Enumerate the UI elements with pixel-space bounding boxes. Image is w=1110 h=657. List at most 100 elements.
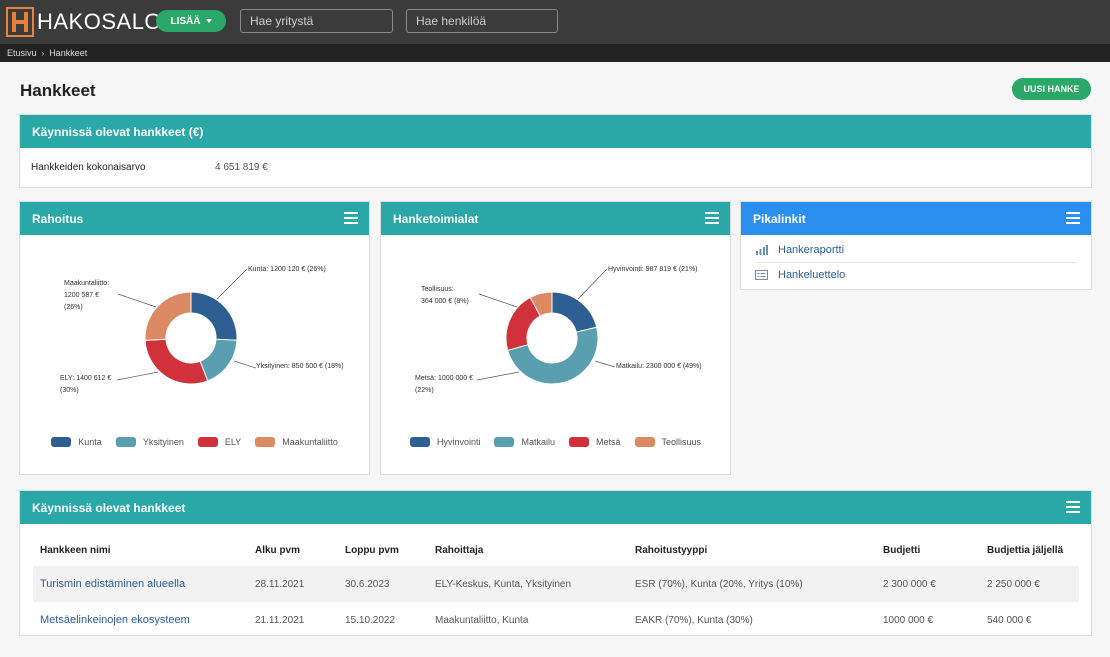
person-search-input[interactable] [406, 9, 558, 33]
teollisuus-callout-line1: Teollisuus: [421, 286, 454, 293]
legend-swatch [568, 437, 589, 447]
quicklinks-panel: Pikalinkit Hankeraportti Hankeluettelo [740, 201, 1092, 290]
new-project-button[interactable]: UUSI HANKE [1012, 78, 1091, 100]
legend-item-ely[interactable]: ELY [197, 437, 242, 447]
table-row[interactable]: Turismin edistäminen alueella 28.11.2021… [33, 566, 1079, 602]
legend-item-yksityinen[interactable]: Yksityinen [115, 437, 184, 447]
legend-label: Teollisuus [661, 437, 702, 447]
industries-panel-header: Hanketoimialat [381, 202, 730, 235]
bar-chart-icon [756, 244, 768, 255]
column-header[interactable]: Alku pvm [255, 544, 301, 556]
legend-item-kunta[interactable]: Kunta [51, 437, 102, 447]
industries-chart: Hyvinvointi: 987 819 € (21%) Matkailu: 2… [381, 235, 730, 474]
project-name-link[interactable]: Turismin edistäminen alueella [33, 566, 248, 602]
budget-remaining: 2 250 000 € [980, 566, 1079, 602]
legend-swatch [115, 437, 136, 447]
column-header[interactable]: Rahoittaja [435, 544, 484, 556]
maakuntaliitto-callout-line3: (26%) [64, 304, 83, 311]
legend-swatch [255, 437, 276, 447]
funding-menu-icon[interactable] [344, 212, 358, 224]
page-title: Hankkeet [20, 81, 96, 100]
legend-swatch [634, 437, 655, 447]
column-header[interactable]: Budjettia jäljellä [987, 544, 1064, 556]
industries-panel-title: Hanketoimialat [393, 211, 479, 226]
breadcrumb-chevron-icon: › [41, 48, 45, 58]
donut-slice-hyvinvointi[interactable] [551, 291, 598, 333]
projects-panel: Käynnissä olevat hankkeet Hankkeen nimi … [19, 490, 1092, 636]
legend-swatch [409, 437, 430, 447]
hyvinvointi-callout: Hyvinvointi: 987 819 € (21%) [608, 266, 698, 273]
project-name-link[interactable]: Metsäelinkeinojen ekosysteem [40, 614, 190, 626]
legend-item-metsa[interactable]: Metsä [568, 437, 621, 447]
funder: ELY-Keskus, Kunta, Yksityinen [428, 566, 628, 602]
legend-label: Metsä [595, 437, 621, 447]
summary-panel-header: Käynnissä olevat hankkeet (€) [20, 115, 1091, 148]
industries-menu-icon[interactable] [705, 212, 719, 224]
funding-panel-title: Rahoitus [32, 211, 84, 226]
quicklinks-menu-icon[interactable] [1066, 212, 1080, 224]
funding-legend: Kunta Yksityinen ELY Maakuntaliitto [20, 437, 369, 447]
quicklink-hankeluettelo[interactable]: Hankeluettelo [755, 262, 1076, 287]
funding-panel-header: Rahoitus [20, 202, 369, 235]
donut-slice-ely[interactable] [144, 338, 209, 385]
funder: Maakuntaliitto, Kunta [435, 614, 529, 626]
donut-slice-matkailu[interactable] [507, 326, 599, 385]
legend-item-hyvinvointi[interactable]: Hyvinvointi [409, 437, 481, 447]
legend-label: Matkailu [521, 437, 555, 447]
legend-label: Hyvinvointi [436, 437, 481, 447]
list-card-icon [755, 270, 768, 280]
projects-table: Hankkeen nimi Alku pvm Loppu pvm Rahoitt… [33, 534, 1079, 638]
start-date: 28.11.2021 [248, 566, 338, 602]
total-value-amount: 4 651 819 € [215, 161, 268, 173]
quicklink-label: Hankeraportti [778, 243, 845, 256]
column-header[interactable]: Hankkeen nimi [40, 544, 111, 556]
funding-chart: Kunta: 1200 120 € (26%) Yksityinen: 850 … [20, 235, 369, 474]
funding-panel: Rahoitus Kunta: 1200 120 € (26%) Yksityi… [19, 201, 370, 475]
column-header[interactable]: Budjetti [883, 544, 921, 556]
donut-slice-maakuntaliitto[interactable] [144, 291, 192, 341]
legend-item-matkailu[interactable]: Matkailu [494, 437, 555, 447]
budget: 1000 000 € [883, 614, 934, 626]
column-header[interactable]: Loppu pvm [345, 544, 399, 556]
legend-item-teollisuus[interactable]: Teollisuus [634, 437, 702, 447]
budget-remaining: 540 000 € [987, 614, 1032, 626]
start-date: 21.11.2021 [255, 614, 305, 626]
yksityinen-callout: Yksityinen: 850 500 € (18%) [256, 363, 344, 370]
add-button-label: LISÄÄ [170, 15, 201, 27]
top-bar: HAKOSALO LISÄÄ [0, 0, 1110, 44]
donut-slice-teollisuus[interactable] [529, 291, 553, 317]
logo-text: HAKOSALO [37, 9, 163, 34]
legend-label: Kunta [78, 437, 102, 447]
legend-label: Yksityinen [142, 437, 184, 447]
projects-panel-title: Käynnissä olevat hankkeet [32, 500, 186, 515]
legend-label: ELY [224, 437, 242, 447]
funding-type: EAKR (70%), Kunta (30%) [635, 614, 753, 626]
quicklinks-panel-header: Pikalinkit [741, 202, 1091, 235]
industries-panel: Hanketoimialat Hyvinvointi: 987 819 € (2… [380, 201, 731, 475]
ely-callout: ELY: 1400 612 € (30%) [60, 373, 111, 397]
maakuntaliitto-callout-line1: Maakuntaliitto: [64, 280, 110, 287]
projects-menu-icon[interactable] [1066, 501, 1080, 513]
quicklink-label: Hankeluettelo [778, 269, 846, 281]
add-dropdown-button[interactable]: LISÄÄ [156, 10, 226, 32]
ely-callout-line2: (30%) [60, 387, 79, 394]
company-search-input[interactable] [240, 9, 393, 33]
caret-down-icon [205, 19, 212, 23]
summary-panel: Käynnissä olevat hankkeet (€) Hankkeiden… [19, 114, 1092, 188]
quicklink-hankeraportti[interactable]: Hankeraportti [755, 237, 1076, 262]
logo[interactable]: HAKOSALO [6, 6, 162, 38]
total-value-label: Hankkeiden kokonaisarvo [31, 161, 146, 173]
breadcrumb-home[interactable]: Etusivu [7, 48, 37, 58]
industries-legend: Hyvinvointi Matkailu Metsä Teollisuus [381, 437, 730, 447]
teollisuus-callout-line2: 364 000 € (8%) [421, 298, 469, 305]
column-header[interactable]: Rahoitustyyppi [635, 544, 708, 556]
legend-swatch [51, 437, 72, 447]
logo-icon [6, 7, 34, 37]
donut-slice-kunta[interactable] [190, 291, 238, 341]
legend-item-maakuntaliitto[interactable]: Maakuntaliitto [255, 437, 338, 447]
maakuntaliitto-callout-line2: 1200 587 € [64, 292, 100, 299]
quicklinks-panel-title: Pikalinkit [753, 211, 806, 226]
metsa-callout-line1: Metsä: 1000 000 € [415, 375, 473, 382]
table-row[interactable]: Metsäelinkeinojen ekosysteem 21.11.2021 … [33, 602, 1079, 638]
maakuntaliitto-callout: Maakuntaliitto: 1200 587 € (26%) [64, 278, 109, 314]
